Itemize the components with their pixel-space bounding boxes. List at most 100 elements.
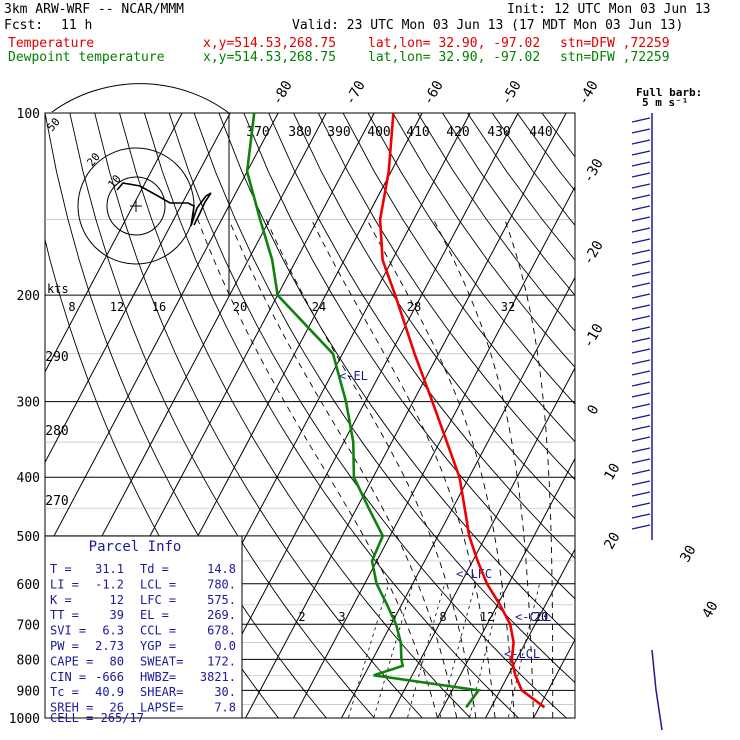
parcel-key: SWEAT=	[140, 654, 183, 668]
init-time: Init: 12 UTC Mon 03 Jun 13	[507, 2, 711, 17]
wind-barb	[631, 161, 651, 167]
parcel-key: TT =	[50, 608, 79, 622]
isotherm-label: -50	[498, 78, 525, 108]
isotherm-label: 40	[699, 599, 721, 622]
parcel-key: CAPE =	[50, 654, 93, 668]
pressure-label: 700	[17, 618, 40, 633]
hodo-units: kts	[47, 282, 69, 296]
dewpoint-legend: Dewpoint temperature	[8, 50, 165, 65]
parcel-key: SVI =	[50, 624, 86, 638]
parcel-value: 14.8	[207, 562, 236, 576]
mixing-ratio-label: 8	[439, 610, 446, 624]
wind-barb	[631, 392, 651, 398]
isotherm-label: 20	[601, 530, 623, 553]
isotherm	[623, 113, 740, 731]
wind-barb	[631, 205, 651, 211]
temperature-xy: x,y=514.53,268.75	[203, 36, 337, 51]
wind-barb	[631, 480, 651, 486]
parcel-value: 3821.	[200, 670, 236, 684]
wind-barb	[631, 150, 651, 156]
parcel-value: 26	[110, 701, 124, 715]
parcel-key: CIN =	[50, 670, 86, 684]
pressure-label: 300	[17, 396, 40, 411]
temperature-station: stn=DFW ,72259	[560, 36, 670, 51]
wind-barb-low	[651, 649, 663, 731]
theta-label: 280	[45, 424, 68, 439]
mixing-ratio-line	[406, 583, 446, 718]
isotherm	[45, 113, 231, 464]
mixing-ratio-line	[439, 583, 476, 718]
wind-barb	[631, 172, 651, 178]
wind-barb	[631, 271, 651, 277]
pressure-label: 900	[17, 684, 40, 699]
isotherm	[292, 185, 575, 718]
parcel-info-panel	[44, 535, 243, 719]
parcel-key: LI =	[50, 577, 79, 591]
theta-label: 270	[45, 494, 68, 509]
isotherm-label: -20	[580, 238, 607, 268]
dry-adiabat	[193, 113, 575, 684]
wind-barb	[631, 469, 651, 475]
wind-barb	[631, 227, 651, 233]
wind-barb	[631, 183, 651, 189]
dry-adiabat	[293, 113, 575, 520]
level-marker: <-EL	[339, 369, 368, 383]
mixing-ratio-label: 2	[298, 610, 305, 624]
isotherm	[388, 366, 575, 718]
parcel-key: T =	[50, 562, 72, 576]
forecast-label: Fcst:	[4, 18, 44, 33]
dry-adiabat	[342, 113, 575, 443]
parcel-value: 39	[110, 608, 124, 622]
hodo-speed-label: 8	[68, 300, 75, 314]
wind-barb	[631, 249, 651, 255]
parcel-key: SREH =	[50, 701, 93, 715]
wind-barb	[631, 491, 651, 497]
mixing-ratio-line	[507, 583, 540, 718]
moist-adiabat	[433, 219, 534, 718]
theta-label: 420	[446, 125, 469, 140]
isotherm	[45, 113, 279, 554]
dry-adiabat	[143, 113, 520, 718]
parcel-key: HWBZ=	[140, 670, 176, 684]
wind-barb	[631, 403, 651, 409]
hodo-speed-label: 20	[233, 300, 247, 314]
parcel-value: 2.73	[95, 639, 124, 653]
isotherm	[196, 113, 519, 718]
theta-label: 370	[246, 125, 269, 140]
theta-label: 290	[45, 350, 68, 365]
parcel-value: 31.1	[95, 562, 124, 576]
parcel-value: 12	[110, 593, 124, 607]
parcel-value: 0.0	[214, 639, 236, 653]
parcel-value: -666	[95, 670, 124, 684]
temperature-latlon: lat,lon= 32.90, -97.02	[368, 36, 541, 51]
parcel-value: 269.	[207, 608, 236, 622]
temperature-line	[378, 113, 546, 709]
parcel-value: 678.	[207, 624, 236, 638]
parcel-key: LFC =	[140, 593, 176, 607]
parcel-value: -1.2	[95, 577, 124, 591]
wind-barb	[631, 282, 651, 288]
parcel-key: LAPSE=	[140, 701, 183, 715]
level-marker: <-CCL	[515, 610, 551, 624]
mixing-ratio-label: 3	[338, 610, 345, 624]
hodo-ring-outer	[51, 83, 230, 114]
parcel-value: 80	[110, 654, 124, 668]
hodo-speed-label: 16	[152, 300, 166, 314]
isotherm-label: -60	[420, 78, 447, 108]
wind-barb	[631, 458, 651, 464]
parcel-key: YGP =	[140, 639, 176, 653]
isotherm-label: -10	[580, 321, 607, 351]
moist-adiabat	[228, 219, 458, 718]
dry-adiabat	[119, 113, 472, 718]
hodo-speed-label: 12	[110, 300, 124, 314]
parcel-key: EL =	[140, 608, 169, 622]
level-marker: <-LCL	[504, 647, 540, 661]
isotherm	[484, 548, 575, 718]
parcel-key: K =	[50, 593, 72, 607]
wind-key: Full barb:	[636, 86, 702, 99]
pressure-label: 1000	[9, 712, 40, 727]
theta-label: 440	[529, 125, 552, 140]
wind-barb	[631, 304, 651, 310]
mixing-ratio-label: 20	[534, 610, 548, 624]
pressure-label: 100	[17, 107, 40, 122]
